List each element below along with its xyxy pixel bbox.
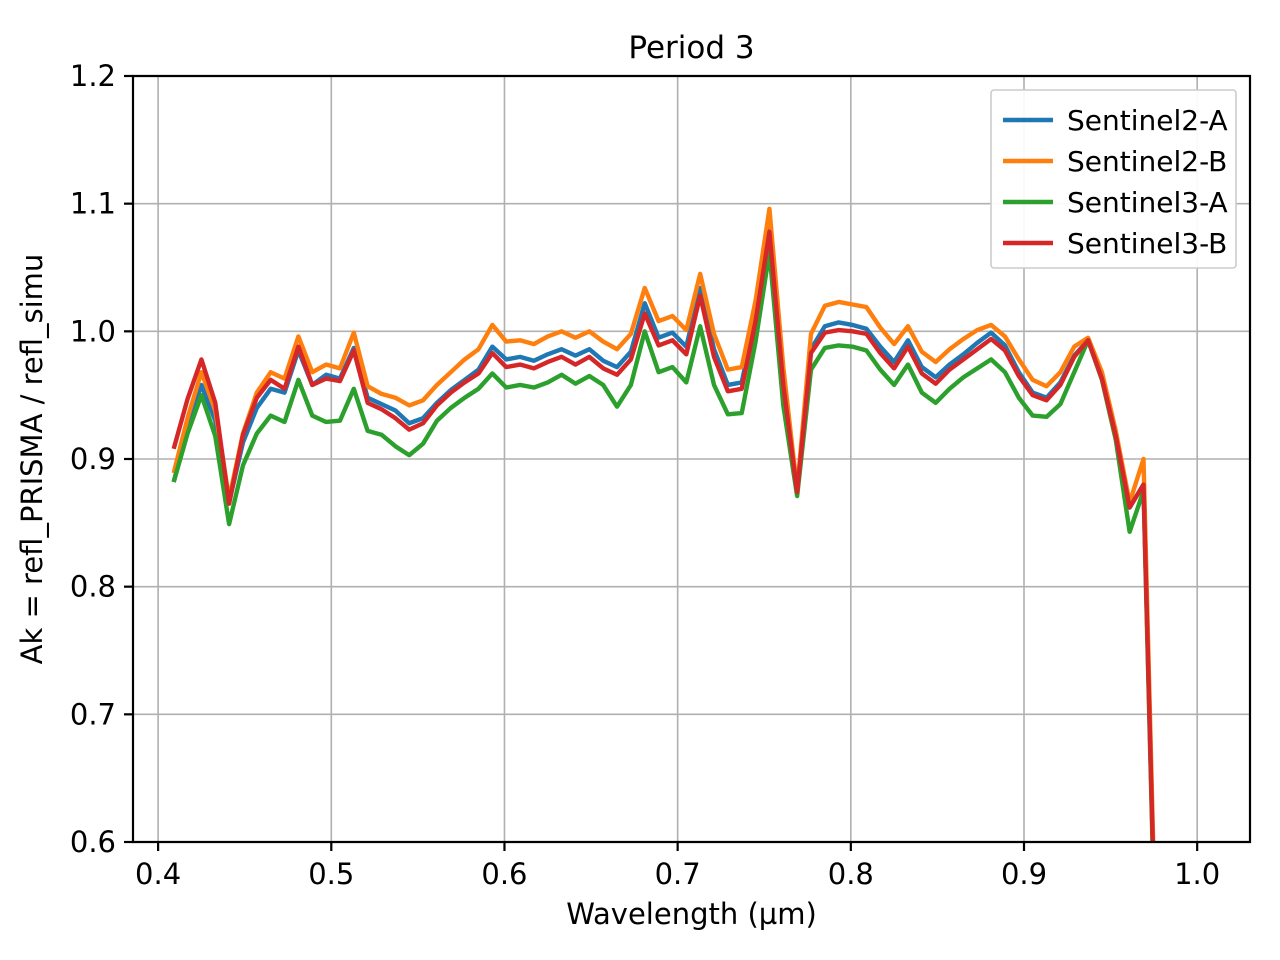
legend-label: Sentinel2-A (1067, 104, 1228, 137)
y-tick-label: 1.1 (70, 187, 116, 221)
x-tick-label: 0.6 (481, 857, 527, 891)
legend-entry-sentinel2-a[interactable]: Sentinel2-A (1003, 104, 1228, 137)
axis-labels-group: 0.4 0.5 0.6 0.7 0.8 0.9 1.0 0.6 0.7 0.8 0.9 1.0 1.1 1… (15, 30, 1220, 931)
chart-title: Period 3 (628, 30, 754, 66)
y-tick-label: 0.9 (70, 442, 116, 476)
x-tick-label: 0.4 (135, 857, 181, 891)
x-tick-label: 0.5 (308, 857, 354, 891)
y-tick-label: 1.2 (70, 59, 116, 93)
legend[interactable]: Sentinel2-A Sentinel2-B Sentinel3-A Sentine… (990, 89, 1237, 269)
y-axis-title: Ak = refl_PRISMA / refl_simu (15, 254, 49, 665)
x-tick-label: 0.7 (655, 857, 701, 891)
y-tick-label: 0.6 (70, 825, 116, 859)
legend-label: Sentinel3-B (1067, 227, 1227, 260)
legend-box (990, 89, 1237, 269)
series-line-sentinel2-b (171, 206, 1156, 842)
legend-label: Sentinel3-A (1067, 186, 1228, 219)
legend-entry-sentinel2-b[interactable]: Sentinel2-B (1003, 145, 1227, 178)
series-line-sentinel3-a (171, 249, 1155, 842)
series-line-sentinel3-b (171, 229, 1155, 842)
x-tick-label: 1.0 (1174, 857, 1220, 891)
axis-ticks-group (124, 74, 1199, 851)
x-tick-label: 0.8 (828, 857, 874, 891)
legend-entry-sentinel3-a[interactable]: Sentinel3-A (1003, 186, 1228, 219)
y-tick-label: 0.7 (70, 697, 116, 731)
y-tick-label: 0.8 (70, 570, 116, 604)
x-tick-label: 0.9 (1001, 857, 1047, 891)
data-series-group (171, 206, 1156, 842)
legend-entry-sentinel3-b[interactable]: Sentinel3-B (1003, 227, 1227, 260)
legend-label: Sentinel2-B (1067, 145, 1227, 178)
y-tick-label: 1.0 (70, 314, 116, 348)
series-line-sentinel2-a (171, 227, 1155, 842)
x-axis-title: Wavelength (µm) (566, 897, 817, 931)
